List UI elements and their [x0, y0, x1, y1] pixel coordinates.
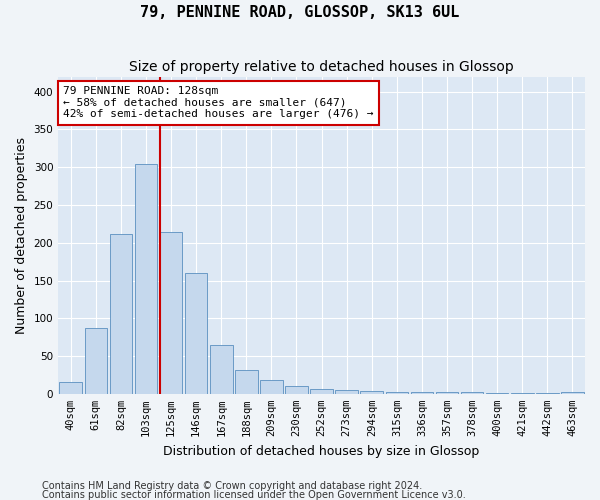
Bar: [511, 393, 533, 394]
Bar: [59, 382, 82, 394]
Bar: [335, 390, 358, 394]
Title: Size of property relative to detached houses in Glossop: Size of property relative to detached ho…: [129, 60, 514, 74]
Bar: [436, 392, 458, 394]
Text: 79 PENNINE ROAD: 128sqm
← 58% of detached houses are smaller (647)
42% of semi-d: 79 PENNINE ROAD: 128sqm ← 58% of detache…: [64, 86, 374, 120]
Bar: [486, 393, 508, 394]
Bar: [461, 392, 484, 394]
Bar: [285, 386, 308, 394]
Text: 79, PENNINE ROAD, GLOSSOP, SK13 6UL: 79, PENNINE ROAD, GLOSSOP, SK13 6UL: [140, 5, 460, 20]
Text: Contains HM Land Registry data © Crown copyright and database right 2024.: Contains HM Land Registry data © Crown c…: [42, 481, 422, 491]
Bar: [210, 344, 233, 394]
Bar: [85, 328, 107, 394]
Bar: [134, 164, 157, 394]
Bar: [561, 392, 584, 394]
Bar: [260, 380, 283, 394]
Bar: [310, 388, 333, 394]
Bar: [235, 370, 257, 394]
X-axis label: Distribution of detached houses by size in Glossop: Distribution of detached houses by size …: [163, 444, 480, 458]
Bar: [361, 391, 383, 394]
Bar: [185, 273, 208, 394]
Y-axis label: Number of detached properties: Number of detached properties: [15, 136, 28, 334]
Bar: [536, 393, 559, 394]
Bar: [110, 234, 132, 394]
Bar: [386, 392, 408, 394]
Text: Contains public sector information licensed under the Open Government Licence v3: Contains public sector information licen…: [42, 490, 466, 500]
Bar: [410, 392, 433, 394]
Bar: [160, 232, 182, 394]
